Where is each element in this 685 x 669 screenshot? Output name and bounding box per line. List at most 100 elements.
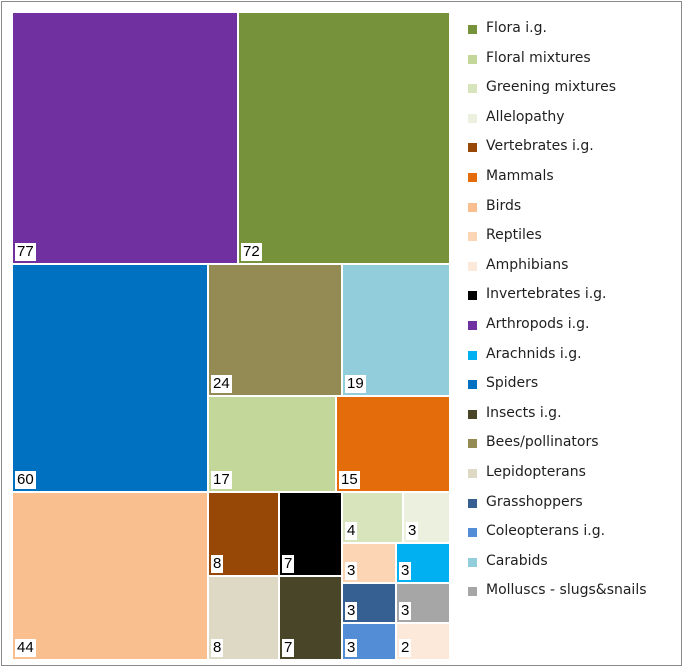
legend-swatch (468, 409, 477, 419)
legend-label: Coleopterans i.g. (486, 523, 606, 540)
legend-swatch (468, 25, 477, 34)
legend-item-amphibians: Amphibians (468, 254, 678, 284)
tile-value-label: 3 (406, 522, 419, 540)
legend-label: Invertebrates i.g. (486, 286, 607, 303)
tile-value-label: 3 (399, 562, 412, 580)
legend-item-vertebrates-i-g: Vertebrates i.g. (468, 135, 678, 165)
legend-swatch (468, 468, 477, 478)
legend-label: Floral mixtures (486, 49, 591, 66)
tile-value-label: 3 (345, 562, 358, 580)
tile-value-label: 3 (399, 602, 412, 620)
legend-swatch (468, 528, 477, 538)
legend-item-bees-pollinators: Bees/pollinators (468, 431, 678, 461)
treemap-tile-insects-i-g: 7 (279, 576, 342, 660)
legend-item-mammals: Mammals (468, 165, 678, 195)
treemap-tile-amphibians: 2 (396, 623, 450, 660)
legend-swatch (468, 557, 477, 567)
legend-swatch (468, 261, 477, 271)
treemap-tile-floral-mixtures: 17 (208, 396, 336, 492)
legend-swatch (468, 54, 477, 64)
tile-value-label: 60 (15, 471, 36, 489)
legend-swatch (468, 172, 477, 182)
treemap-tile-allelopathy: 3 (403, 492, 450, 543)
legend-swatch (468, 291, 477, 301)
tile-value-label: 2 (399, 639, 412, 657)
legend-item-greening-mixtures: Greening mixtures (468, 76, 678, 106)
treemap-tile-mammals: 15 (336, 396, 450, 492)
legend-item-spiders: Spiders (468, 372, 678, 402)
treemap-tile-arthropods-i-g: 77 (12, 12, 238, 264)
legend-swatch (468, 143, 477, 153)
treemap-plot: 77 72 60 24 19 17 15 44 8 7 4 3 3 3 8 7 3 3 3 2 (12, 12, 450, 660)
treemap-tile-spiders: 60 (12, 264, 208, 492)
legend-item-flora-i-g: Flora i.g. (468, 17, 678, 47)
tile-value-label: 24 (211, 375, 232, 393)
legend: Flora i.g. Floral mixtures Greening mixtur… (468, 17, 678, 609)
legend-swatch (468, 320, 477, 330)
tile-value-label: 4 (345, 522, 358, 540)
legend-label: Vertebrates i.g. (486, 138, 594, 155)
legend-label: Arachnids i.g. (486, 345, 582, 362)
legend-swatch (468, 113, 477, 123)
legend-item-arthropods-i-g: Arthropods i.g. (468, 313, 678, 343)
tile-value-label: 19 (345, 375, 366, 393)
legend-item-invertebrates-i-g: Invertebrates i.g. (468, 283, 678, 313)
treemap-tile-reptiles: 3 (342, 543, 396, 583)
tile-value-label: 8 (211, 639, 224, 657)
tile-value-label: 7 (282, 555, 295, 573)
treemap-tile-greening-mixtures: 4 (342, 492, 403, 543)
tile-value-label: 3 (345, 602, 358, 620)
legend-label: Lepidopterans (486, 463, 586, 480)
legend-item-arachnids-i-g: Arachnids i.g. (468, 343, 678, 373)
legend-swatch (468, 232, 477, 242)
treemap-tile-bees-pollinators: 24 (208, 264, 342, 396)
legend-label: Arthropods i.g. (486, 315, 590, 332)
tile-value-label: 77 (15, 243, 36, 261)
treemap-tile-molluscs-slugs-snails: 3 (396, 583, 450, 623)
treemap-tile-vertebrates-i-g: 8 (208, 492, 279, 576)
legend-swatch (468, 202, 477, 212)
legend-label: Greening mixtures (486, 79, 617, 96)
legend-item-floral-mixtures: Floral mixtures (468, 47, 678, 77)
legend-label: Insects i.g. (486, 404, 562, 421)
legend-item-reptiles: Reptiles (468, 224, 678, 254)
treemap-tile-birds: 44 (12, 492, 208, 660)
tile-value-label: 3 (345, 639, 358, 657)
legend-swatch (468, 380, 477, 390)
legend-label: Flora i.g. (486, 20, 547, 36)
legend-label: Allelopathy (486, 108, 565, 125)
legend-item-molluscs-slugs-snails: Molluscs - slugs&snails (468, 579, 678, 609)
treemap-tile-invertebrates-i-g: 7 (279, 492, 342, 576)
legend-label: Amphibians (486, 256, 569, 273)
tile-value-label: 8 (211, 555, 224, 573)
legend-item-coleopterans-i-g: Coleopterans i.g. (468, 520, 678, 550)
legend-item-carabids: Carabids (468, 550, 678, 580)
legend-label: Bees/pollinators (486, 434, 599, 451)
legend-swatch (468, 439, 477, 449)
legend-swatch (468, 350, 477, 360)
legend-swatch (468, 498, 477, 508)
legend-item-allelopathy: Allelopathy (468, 106, 678, 136)
legend-item-lepidopterans: Lepidopterans (468, 461, 678, 491)
legend-label: Spiders (486, 375, 539, 392)
legend-label: Grasshoppers (486, 493, 583, 510)
legend-item-grasshoppers: Grasshoppers (468, 491, 678, 521)
tile-value-label: 44 (15, 639, 36, 657)
treemap-tile-lepidopterans: 8 (208, 576, 279, 660)
treemap-tile-carabids: 19 (342, 264, 450, 396)
tile-value-label: 7 (282, 639, 295, 657)
tile-value-label: 15 (339, 471, 360, 489)
legend-swatch (468, 84, 477, 94)
tile-value-label: 72 (241, 243, 262, 261)
legend-label: Mammals (486, 167, 554, 184)
treemap-tile-flora-i-g: 72 (238, 12, 450, 264)
legend-item-birds: Birds (468, 195, 678, 225)
treemap-tile-arachnids-i-g: 3 (396, 543, 450, 583)
legend-label: Reptiles (486, 227, 542, 244)
legend-item-insects-i-g: Insects i.g. (468, 402, 678, 432)
treemap-tile-coleopterans-i-g: 3 (342, 623, 396, 660)
legend-swatch (468, 587, 477, 597)
treemap-tile-grasshoppers: 3 (342, 583, 396, 623)
legend-label: Molluscs - slugs&snails (486, 582, 647, 599)
